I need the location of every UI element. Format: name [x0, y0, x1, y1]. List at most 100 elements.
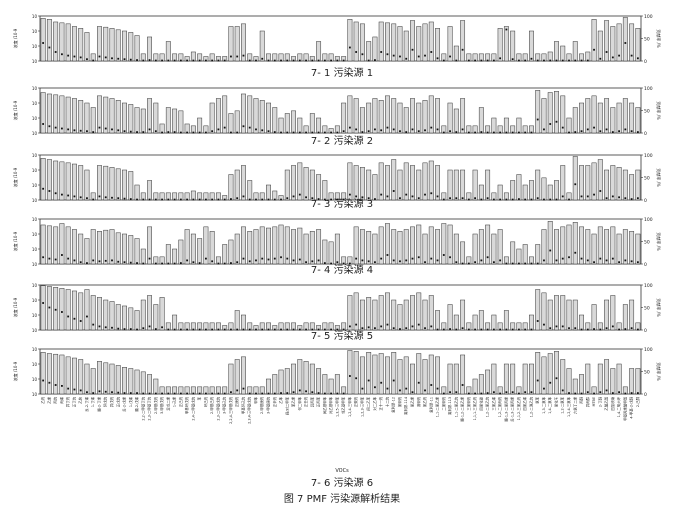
contribution-marker	[530, 391, 533, 394]
contribution-marker	[405, 327, 408, 330]
factor-bar	[128, 368, 134, 395]
factor-bar	[366, 231, 372, 265]
factor-bar	[128, 171, 134, 201]
factor-bar	[385, 165, 390, 201]
factor-bar	[591, 162, 597, 201]
factor-bar	[322, 180, 328, 201]
factor-bar	[547, 221, 553, 265]
factor-bar	[422, 359, 428, 395]
contribution-marker	[386, 126, 389, 129]
contribution-marker	[355, 257, 358, 260]
contribution-marker	[280, 328, 282, 331]
x-category-label: 反-2-戊烯	[122, 396, 127, 411]
contribution-marker	[442, 328, 445, 331]
contribution-marker	[273, 131, 276, 133]
contribution-marker	[173, 392, 176, 395]
factor-bar	[71, 229, 77, 265]
right-tick-label: 100	[644, 347, 653, 353]
factor-bar	[629, 102, 635, 134]
x-category-label: 氯甲烷	[397, 396, 402, 407]
contribution-marker	[536, 197, 539, 200]
contribution-marker	[511, 131, 514, 134]
x-category-label: 正辛烷	[272, 396, 277, 407]
factor-bar	[128, 235, 134, 265]
contribution-marker	[42, 42, 45, 44]
factor-bar	[297, 117, 303, 134]
factor-bar	[560, 45, 566, 62]
contribution-marker	[374, 261, 376, 264]
contribution-marker	[511, 262, 514, 265]
contribution-marker	[61, 53, 63, 56]
x-category-label: 反-2-丁烯	[84, 396, 89, 411]
contribution-marker	[624, 197, 627, 200]
contribution-marker	[417, 130, 420, 133]
factor-bar	[241, 314, 246, 331]
factor-bar	[410, 165, 415, 201]
x-category-label: 乙烷	[40, 396, 45, 403]
panel-caption-3: 7- 3 污染源 3	[311, 197, 373, 210]
contribution-marker	[223, 126, 226, 129]
contribution-marker	[179, 328, 182, 331]
factor-bar	[560, 95, 566, 134]
contribution-marker	[430, 325, 433, 328]
contribution-marker	[461, 384, 464, 386]
factor-bar	[59, 95, 65, 134]
contribution-marker	[148, 257, 151, 260]
factor-bar	[560, 226, 566, 265]
contribution-marker	[79, 56, 82, 59]
factor-bar	[622, 169, 628, 201]
factor-bar	[115, 232, 121, 265]
factor-bar	[65, 23, 71, 62]
factor-bar	[347, 95, 353, 134]
contribution-marker	[179, 131, 182, 134]
factor-bar	[59, 22, 65, 62]
contribution-marker	[630, 260, 633, 263]
factor-bar	[234, 233, 240, 265]
contribution-marker	[104, 390, 107, 393]
x-category-label: 1,2-二氯丙烷	[497, 396, 502, 417]
factor-bar	[591, 304, 597, 331]
factor-bar	[585, 363, 591, 395]
factor-bar	[579, 314, 584, 331]
contribution-marker	[530, 131, 533, 134]
contribution-marker	[230, 391, 232, 394]
factor-bar	[472, 378, 478, 395]
x-category-label: 三氯甲烷	[466, 396, 471, 410]
contribution-marker	[79, 196, 82, 199]
factor-bar	[397, 26, 403, 62]
factor-bar	[503, 310, 509, 331]
contribution-marker	[267, 198, 270, 201]
x-category-label: 1-丁烯	[90, 396, 95, 407]
factor-bar	[78, 292, 84, 331]
contribution-marker	[342, 198, 345, 201]
factor-bar	[610, 165, 616, 201]
contribution-marker	[273, 328, 276, 331]
contribution-marker	[361, 53, 364, 56]
contribution-marker	[111, 57, 113, 60]
contribution-marker	[79, 389, 82, 392]
factor-bar	[97, 95, 102, 134]
contribution-marker	[586, 328, 589, 331]
contribution-marker	[455, 59, 458, 62]
contribution-marker	[524, 131, 527, 134]
contribution-marker	[298, 328, 301, 331]
contribution-marker	[486, 59, 489, 62]
x-category-label: 苯	[197, 396, 202, 400]
contribution-marker	[223, 198, 226, 201]
contribution-marker	[336, 261, 339, 264]
factor-bar	[53, 226, 59, 265]
contribution-marker	[336, 392, 339, 395]
factor-bar	[460, 98, 466, 134]
contribution-marker	[480, 59, 483, 62]
contribution-marker	[86, 262, 88, 264]
contribution-marker	[505, 131, 508, 134]
contribution-marker	[123, 130, 126, 133]
x-category-label: 间乙基甲苯	[322, 396, 327, 414]
factor-bar	[122, 102, 127, 134]
factor-bar	[447, 224, 453, 265]
factor-bar	[403, 229, 409, 265]
factor-bar	[397, 359, 403, 395]
contribution-marker	[442, 254, 445, 256]
left-tick-label: 10	[32, 198, 38, 203]
contribution-marker	[467, 262, 470, 265]
